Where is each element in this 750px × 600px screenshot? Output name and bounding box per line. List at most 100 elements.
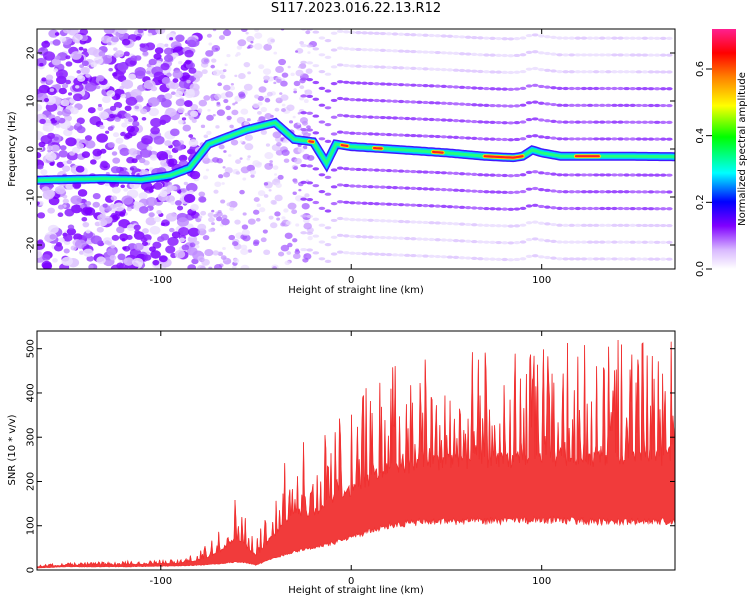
noise-speckle: [217, 82, 223, 87]
harmonic-mark: [416, 134, 423, 138]
harmonic-mark: [611, 53, 618, 57]
harmonic-mark: [653, 87, 661, 91]
harmonic-mark: [513, 207, 521, 211]
harmonic-mark: [519, 137, 527, 141]
spectrogram-x-ticks: -100 0 100: [149, 29, 551, 286]
noise-speckle: [274, 211, 281, 217]
noise-speckle: [92, 148, 103, 157]
noise-speckle: [37, 201, 40, 206]
noise-speckle: [160, 222, 166, 226]
noise-speckle: [117, 62, 129, 72]
harmonic-mark: [598, 103, 606, 107]
harmonic-mark: [355, 31, 362, 35]
noise-speckle: [235, 159, 241, 164]
noise-speckle: [164, 140, 172, 147]
harmonic-mark: [342, 114, 350, 118]
harmonic-mark: [385, 32, 393, 36]
noise-speckle: [72, 146, 81, 154]
harmonic-mark: [641, 53, 649, 57]
harmonic-mark: [598, 206, 606, 211]
noise-speckle: [257, 95, 264, 101]
harmonic-mark: [336, 46, 344, 50]
noise-speckle: [61, 83, 69, 89]
harmonic-mark: [562, 257, 569, 261]
harmonic-mark: [416, 187, 423, 191]
noise-speckle: [223, 150, 227, 153]
harmonic-mark: [665, 137, 673, 141]
harmonic-mark: [598, 53, 606, 57]
harmonic-mark: [391, 169, 399, 173]
harmonic-mark: [641, 190, 649, 194]
harmonic-mark: [342, 183, 350, 188]
harmonic-mark: [568, 173, 576, 177]
noise-speckle: [108, 67, 113, 72]
noise-speckle: [119, 212, 126, 217]
noise-speckle: [53, 68, 59, 73]
noise-speckle: [45, 151, 57, 161]
noise-speckle: [63, 248, 70, 254]
noise-speckle: [207, 108, 211, 112]
noise-speckle: [111, 36, 119, 43]
harmonic-mark: [355, 64, 362, 68]
harmonic-mark: [373, 115, 381, 119]
noise-speckle: [273, 51, 278, 55]
harmonic-mark: [403, 203, 411, 207]
harmonic-mark: [403, 169, 411, 173]
harmonic-mark: [336, 80, 344, 84]
harmonic-mark: [580, 223, 588, 227]
noise-speckle: [202, 234, 210, 241]
noise-speckle: [124, 112, 130, 118]
noise-speckle: [238, 73, 246, 80]
harmonic-mark: [477, 86, 484, 90]
noise-speckle: [197, 264, 206, 269]
noise-speckle: [119, 233, 129, 241]
harmonic-mark: [501, 87, 509, 91]
noise-speckle: [164, 93, 173, 100]
noise-speckle: [120, 93, 127, 99]
harmonic-mark: [550, 86, 557, 90]
noise-speckle: [161, 76, 171, 84]
noise-speckle: [150, 126, 160, 135]
harmonic-mark: [342, 80, 350, 84]
harmonic-mark: [574, 240, 582, 244]
harmonic-mark: [367, 81, 374, 86]
noise-speckle: [146, 145, 153, 151]
harmonic-mark: [592, 137, 600, 141]
noise-speckle: [39, 118, 46, 125]
noise-speckle: [139, 206, 149, 214]
harmonic-mark: [367, 235, 374, 239]
harmonic-mark: [629, 206, 637, 211]
noise-speckle: [294, 50, 299, 53]
harmonic-mark: [300, 180, 307, 184]
harmonic-mark: [501, 104, 509, 108]
harmonic-mark: [659, 87, 667, 91]
harmonic-mark: [336, 183, 344, 187]
noise-speckle: [292, 115, 296, 119]
harmonic-mark: [306, 78, 314, 82]
noise-speckle: [232, 102, 236, 106]
noise-speckle: [257, 101, 263, 106]
noise-speckle: [234, 74, 238, 78]
noise-speckle: [270, 222, 278, 229]
harmonic-mark: [556, 120, 563, 124]
harmonic-mark: [452, 85, 460, 89]
harmonic-mark: [428, 84, 435, 88]
harmonic-mark: [458, 52, 466, 56]
noise-speckle: [179, 237, 186, 243]
noise-speckle: [221, 214, 228, 220]
harmonic-mark: [623, 257, 630, 261]
noise-speckle: [285, 220, 292, 226]
harmonic-mark: [349, 81, 356, 85]
harmonic-mark: [397, 203, 405, 207]
noise-speckle: [105, 130, 110, 134]
noise-speckle: [124, 132, 133, 139]
harmonic-mark: [483, 173, 490, 177]
harmonic-mark: [355, 251, 362, 256]
harmonic-mark: [318, 137, 326, 141]
noise-speckle: [147, 239, 152, 243]
noise-speckle: [51, 58, 61, 66]
harmonic-mark: [452, 51, 460, 56]
snr-x-label: Height of straight line (km): [288, 585, 424, 596]
harmonic-mark: [336, 216, 344, 221]
